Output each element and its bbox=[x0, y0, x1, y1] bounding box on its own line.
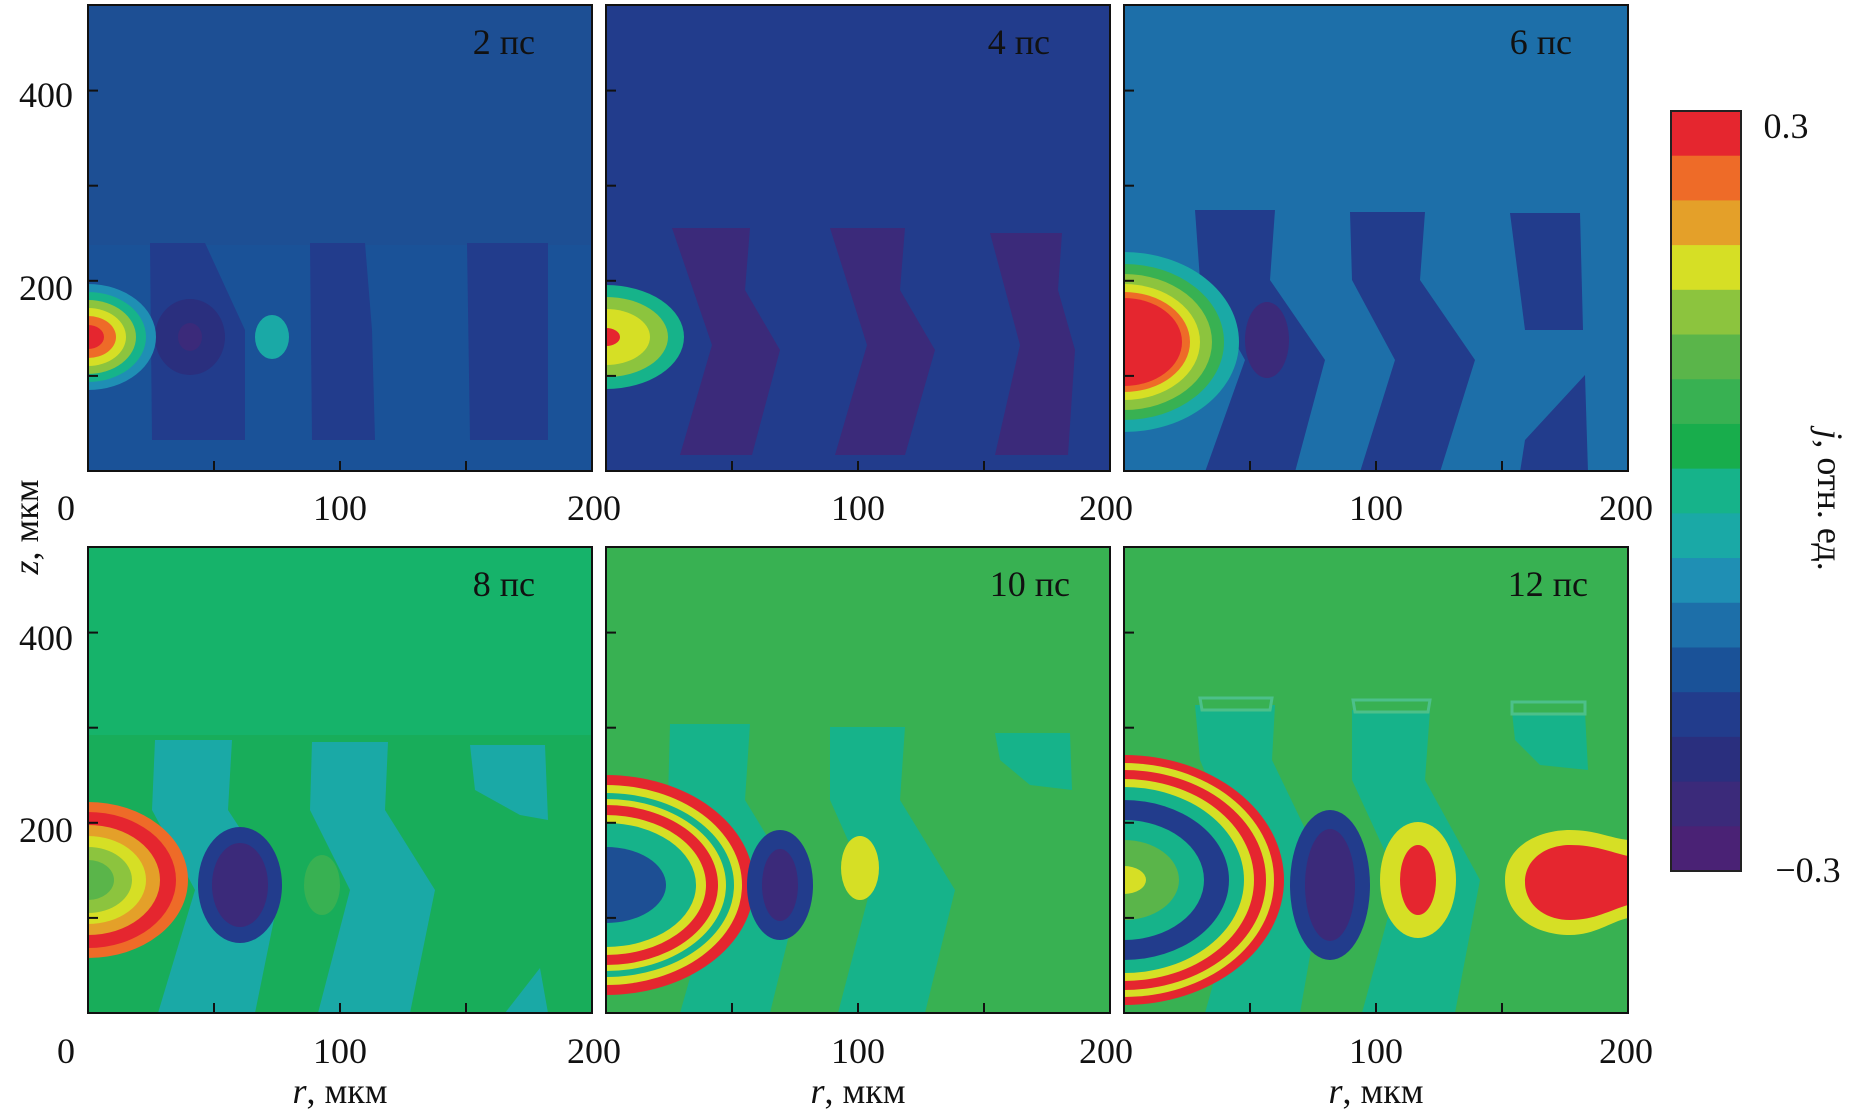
colorbar-border bbox=[1670, 110, 1742, 872]
band-3 bbox=[467, 243, 548, 440]
xlabel-col1: r, мкм bbox=[292, 1071, 387, 1111]
xtick-label-200-row1-col3: 200 bbox=[1599, 488, 1653, 528]
edge-core bbox=[1525, 845, 1628, 920]
band-3 bbox=[995, 733, 1072, 790]
band-3-upper bbox=[470, 745, 548, 820]
top-edge-1 bbox=[1198, 696, 1274, 712]
colorbar-level bbox=[1671, 513, 1741, 559]
xtick-label-200-row1-col1: 200 bbox=[567, 488, 621, 528]
ytick-label-200-bottom: 200 bbox=[19, 810, 73, 850]
time-label-6ps: 6 пс bbox=[1510, 22, 1572, 62]
positive-spot bbox=[841, 836, 879, 900]
time-label-12ps: 12 пс bbox=[1508, 564, 1588, 604]
xtick-label-100-row1-col2: 100 bbox=[831, 488, 885, 528]
panel-frames bbox=[87, 4, 1629, 1014]
source-core bbox=[1124, 298, 1182, 386]
top-edge-3 bbox=[1510, 700, 1587, 716]
colorbar-level bbox=[1671, 781, 1741, 827]
panel-10ps bbox=[606, 547, 1110, 1013]
band-2 bbox=[1350, 212, 1475, 471]
positive-core bbox=[1400, 845, 1436, 915]
colorbar-level bbox=[1671, 647, 1741, 693]
source-core bbox=[606, 847, 666, 923]
colorbar-level bbox=[1671, 245, 1741, 291]
colorbar-label: j, отн. ед. bbox=[1810, 425, 1850, 570]
top-edge-2 bbox=[1351, 698, 1432, 714]
xtick-label-200-row2-col2: 200 bbox=[1079, 1031, 1133, 1071]
xtick-label-0-row1: 0 bbox=[57, 488, 75, 528]
colorbar-level bbox=[1671, 558, 1741, 604]
colorbar-level bbox=[1671, 200, 1741, 246]
time-label-4ps: 4 пс bbox=[988, 22, 1050, 62]
band-2 bbox=[830, 727, 955, 1013]
colorbar-level bbox=[1671, 692, 1741, 738]
panel-12ps bbox=[1124, 547, 1628, 1013]
negative-core bbox=[212, 843, 268, 927]
colorbar-level bbox=[1671, 289, 1741, 336]
colorbar-level bbox=[1671, 826, 1741, 872]
negative-core bbox=[1305, 829, 1355, 941]
ylabel: z, мкм bbox=[6, 479, 46, 575]
xtick-label-200-row2-col3: 200 bbox=[1599, 1031, 1653, 1071]
xtick-label-100-row2-col1: 100 bbox=[313, 1031, 367, 1071]
band-3-lower bbox=[505, 968, 548, 1013]
colorbar-level bbox=[1671, 468, 1741, 514]
panel-2ps bbox=[88, 5, 592, 471]
time-label-2ps: 2 пс bbox=[473, 22, 535, 62]
source-core bbox=[1124, 866, 1146, 894]
colorbar-level bbox=[1671, 423, 1741, 470]
colorbar-level bbox=[1671, 334, 1741, 380]
xlabel-col3: r, мкм bbox=[1328, 1071, 1423, 1111]
band-2 bbox=[310, 742, 435, 1013]
xlabel-col2: r, мкм bbox=[810, 1071, 905, 1111]
source-core bbox=[88, 860, 114, 900]
colorbar bbox=[1670, 110, 1742, 872]
band-3 bbox=[990, 233, 1075, 455]
negative-core bbox=[1245, 302, 1289, 378]
band-1 bbox=[672, 228, 780, 455]
ytick-label-400-top: 400 bbox=[19, 75, 73, 115]
xtick-label-200-row2-col1: 200 bbox=[567, 1031, 621, 1071]
ytick-label-200-top: 200 bbox=[19, 268, 73, 308]
time-label-8ps: 8 пс bbox=[473, 564, 535, 604]
colorbar-level bbox=[1671, 736, 1741, 783]
panel-4ps bbox=[606, 5, 1110, 471]
colorbar-min-label: −0.3 bbox=[1775, 850, 1840, 890]
xtick-label-0-row2: 0 bbox=[57, 1031, 75, 1071]
colorbar-level bbox=[1671, 379, 1741, 425]
xtick-label-100-row1-col1: 100 bbox=[313, 488, 367, 528]
colorbar-level bbox=[1671, 111, 1741, 157]
ytick-label-400-bottom: 400 bbox=[19, 618, 73, 658]
xtick-label-100-row2-col3: 100 bbox=[1349, 1031, 1403, 1071]
band-3 bbox=[1512, 712, 1588, 770]
positive-spot bbox=[255, 315, 289, 359]
xtick-label-100-row2-col2: 100 bbox=[831, 1031, 885, 1071]
time-label-10ps: 10 пс bbox=[990, 564, 1070, 604]
source-core bbox=[606, 328, 620, 346]
positive-spot bbox=[304, 855, 340, 915]
band-2 bbox=[830, 228, 935, 455]
colorbar-max-label: 0.3 bbox=[1764, 106, 1809, 146]
band-3-lower bbox=[1520, 375, 1588, 471]
source-ring-8 bbox=[1124, 840, 1179, 920]
upper-region bbox=[88, 5, 592, 245]
colorbar-level bbox=[1671, 155, 1741, 201]
xtick-label-200-row1-col2: 200 bbox=[1079, 488, 1133, 528]
source-core bbox=[88, 325, 104, 349]
band-2 bbox=[310, 243, 375, 440]
band-3-upper bbox=[1510, 213, 1583, 330]
negative-core bbox=[762, 849, 798, 921]
panel-8ps bbox=[88, 547, 592, 1013]
panel-6ps bbox=[1124, 5, 1628, 471]
source-ring-3 bbox=[606, 309, 650, 365]
xtick-label-100-row1-col3: 100 bbox=[1349, 488, 1403, 528]
colorbar-level bbox=[1671, 602, 1741, 648]
negative-core bbox=[178, 323, 202, 351]
